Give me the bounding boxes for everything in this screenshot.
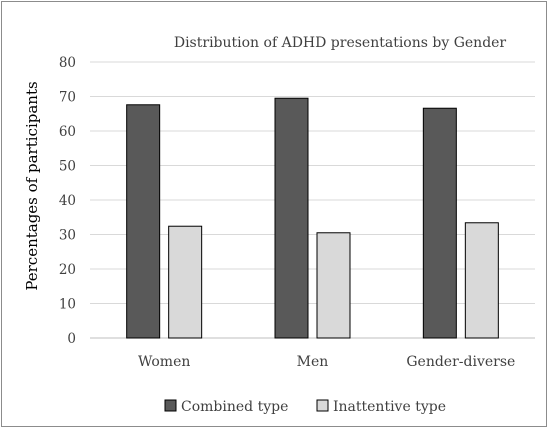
legend-label: Combined type bbox=[181, 399, 288, 415]
category-label: Gender-diverse bbox=[406, 354, 515, 370]
bar-inattentive-0 bbox=[168, 225, 203, 339]
category-label: Men bbox=[297, 354, 329, 370]
legend-label: Inattentive type bbox=[333, 399, 446, 415]
y-tick-label: 40 bbox=[59, 193, 76, 209]
legend: Combined type Inattentive type bbox=[164, 399, 446, 415]
bar-combined-1 bbox=[274, 97, 309, 339]
bar-combined-2 bbox=[422, 107, 457, 339]
y-tick-label: 0 bbox=[67, 331, 76, 347]
y-tick-label: 70 bbox=[59, 90, 76, 106]
bar-inattentive-2 bbox=[464, 222, 499, 339]
category-label: Women bbox=[138, 354, 190, 370]
chart-title: Distribution of ADHD presentations by Ge… bbox=[174, 35, 507, 51]
bar-inattentive-1 bbox=[316, 232, 351, 339]
bar-combined-0 bbox=[126, 104, 161, 339]
y-tick-label: 10 bbox=[59, 297, 76, 313]
y-tick-label: 50 bbox=[59, 159, 76, 175]
y-tick-label: 30 bbox=[59, 228, 76, 244]
y-tick-labels: 0 10 20 30 40 50 60 70 80 bbox=[59, 55, 76, 347]
x-tick-labels: Women Men Gender-diverse bbox=[138, 354, 515, 370]
y-tick-label: 60 bbox=[59, 124, 76, 140]
legend-swatch bbox=[164, 399, 177, 412]
gridlines bbox=[90, 61, 535, 339]
y-axis-label: Percentages of participants bbox=[23, 81, 41, 290]
y-tick-label: 80 bbox=[59, 55, 76, 71]
y-tick-label: 20 bbox=[59, 262, 76, 278]
bars bbox=[126, 97, 499, 339]
legend-swatch bbox=[316, 399, 329, 412]
